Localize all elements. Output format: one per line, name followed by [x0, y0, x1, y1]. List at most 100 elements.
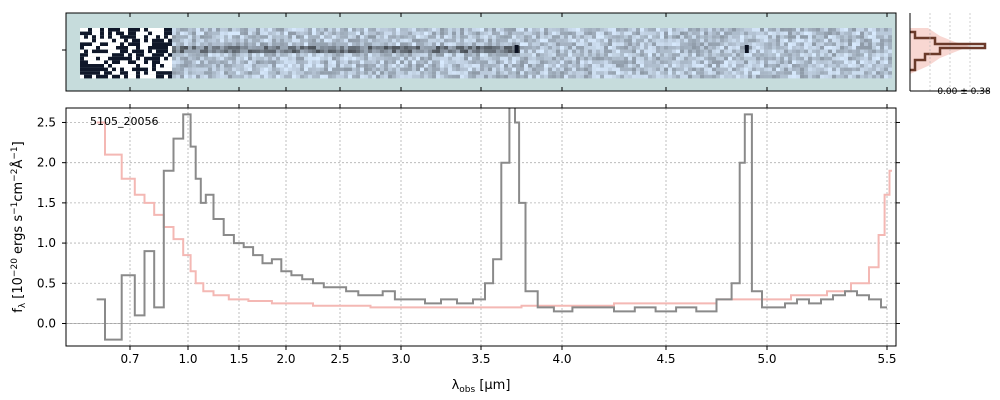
spectrum-2d-pixel — [128, 64, 132, 68]
spectrum-2d-pixel — [452, 56, 456, 61]
spectrum-2d-pixel — [384, 64, 388, 68]
spectrum-2d-pixel — [732, 67, 736, 72]
spectrum-2d-pixel — [756, 46, 760, 50]
spectrum-2d-pixel — [564, 31, 568, 36]
spectrum-2d-pixel — [252, 56, 256, 61]
spectrum-2d-pixel — [696, 60, 700, 64]
spectrum-2d-pixel — [668, 42, 672, 46]
spectrum-2d-pixel — [600, 74, 604, 79]
spectrum-2d-pixel — [840, 38, 844, 43]
spectrum-2d-pixel — [364, 38, 368, 43]
spectrum-2d-pixel — [836, 74, 840, 79]
spectrum-2d-pixel — [356, 46, 360, 50]
spectrum-2d-pixel — [144, 38, 148, 43]
spectrum-2d-pixel — [628, 64, 632, 68]
spectrum-2d-pixel — [632, 38, 636, 43]
spectrum-2d-pixel — [708, 53, 712, 57]
spectrum-2d-pixel — [356, 56, 360, 61]
spectrum-2d-pixel — [700, 31, 704, 36]
spectrum-2d-pixel — [464, 31, 468, 36]
spectrum-2d-pixel — [160, 71, 164, 75]
spectrum-2d-pixel — [252, 71, 256, 75]
spectrum-2d-pixel — [200, 38, 204, 43]
spectrum-2d-pixel — [820, 74, 824, 79]
spectrum-2d-pixel — [236, 28, 240, 32]
spectrum-2d-pixel — [600, 60, 604, 64]
spectrum-2d-pixel — [572, 67, 576, 72]
spectrum-2d-pixel — [792, 71, 796, 75]
spectrum-2d-pixel — [128, 74, 132, 79]
spectrum-2d-pixel — [704, 53, 708, 57]
spectrum-2d-pixel — [500, 46, 504, 50]
spectrum-2d-pixel — [576, 67, 580, 72]
spectrum-2d-pixel — [460, 60, 464, 64]
spectrum-2d-pixel — [164, 46, 168, 50]
spectrum-2d-pixel — [576, 74, 580, 79]
spectrum-2d-pixel — [580, 35, 584, 39]
spectrum-2d-pixel — [312, 31, 316, 36]
spectrum-2d-pixel — [632, 60, 636, 64]
spectrum-2d-pixel — [100, 35, 104, 39]
spectrum-2d-pixel — [268, 64, 272, 68]
spectrum-2d-pixel — [504, 38, 508, 43]
spectrum-2d-pixel — [384, 60, 388, 64]
spectrum-2d-pixel — [276, 46, 280, 50]
spectrum-2d-pixel — [260, 31, 264, 36]
spectrum-2d-pixel — [492, 35, 496, 39]
spectrum-2d-pixel — [528, 46, 532, 50]
spectrum-2d-pixel — [136, 56, 140, 61]
spectrum-2d-pixel — [252, 67, 256, 72]
spectrum-2d-pixel — [712, 67, 716, 72]
spectrum-2d-pixel — [140, 38, 144, 43]
spectrum-2d-pixel — [720, 67, 724, 72]
spectrum-2d-pixel — [216, 74, 220, 79]
spectrum-2d-pixel — [776, 60, 780, 64]
spectrum-2d-pixel — [424, 42, 428, 46]
spectrum-2d-pixel — [484, 53, 488, 57]
spectrum-2d-pixel — [316, 53, 320, 57]
spectrum-2d-pixel — [692, 42, 696, 46]
spectrum-2d-pixel — [740, 67, 744, 72]
spectrum-2d-pixel — [516, 71, 520, 75]
spectrum-2d-pixel — [804, 46, 808, 50]
spectrum-2d-pixel — [556, 53, 560, 57]
spectrum-2d-pixel — [724, 31, 728, 36]
spectrum-2d-pixel — [724, 71, 728, 75]
spectrum-2d-pixel — [640, 56, 644, 61]
spectrum-2d-pixel — [116, 38, 120, 43]
spectrum-2d-pixel — [88, 46, 92, 50]
spectrum-2d-pixel — [444, 38, 448, 43]
spectrum-2d-pixel — [868, 28, 872, 32]
spectrum-2d-pixel — [624, 35, 628, 39]
spectrum-2d-pixel — [448, 49, 452, 54]
spectrum-2d-pixel — [232, 46, 236, 50]
spectrum-2d-pixel — [152, 46, 156, 50]
spectrum-2d-pixel — [152, 56, 156, 61]
spectrum-2d-pixel — [240, 74, 244, 79]
spectrum-2d-pixel — [316, 38, 320, 43]
spectrum-2d-pixel — [164, 56, 168, 61]
spectrum-2d-pixel — [568, 42, 572, 46]
spectrum-2d-pixel — [844, 31, 848, 36]
spectrum-2d-pixel — [172, 31, 176, 36]
spectrum-2d-pixel — [784, 53, 788, 57]
spectrum-2d-pixel — [304, 35, 308, 39]
spectrum-2d-pixel — [476, 35, 480, 39]
spectrum-2d-pixel — [584, 74, 588, 79]
spectrum-2d-pixel — [508, 67, 512, 72]
spectrum-2d-pixel — [84, 67, 88, 72]
spectrum-2d-pixel — [864, 28, 868, 32]
spectrum-2d-pixel — [496, 42, 500, 46]
spectrum-2d-pixel — [496, 28, 500, 32]
spectrum-2d-pixel — [532, 42, 536, 46]
spectrum-2d-pixel — [488, 49, 492, 54]
spectrum-2d-pixel — [440, 60, 444, 64]
spectrum-2d-pixel — [636, 31, 640, 36]
spectrum-2d-pixel — [820, 28, 824, 32]
spectrum-2d-pixel — [884, 49, 888, 54]
spectrum-2d-pixel — [780, 56, 784, 61]
spectrum-2d-pixel — [784, 42, 788, 46]
spectrum-2d-pixel — [788, 53, 792, 57]
spectrum-2d-pixel — [612, 64, 616, 68]
spectrum-2d-pixel — [620, 46, 624, 50]
